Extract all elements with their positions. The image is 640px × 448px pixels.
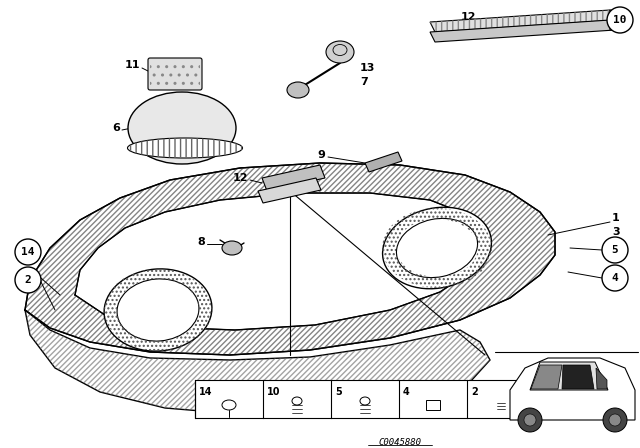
Ellipse shape xyxy=(104,269,212,351)
Text: 10: 10 xyxy=(613,15,627,25)
Text: 4: 4 xyxy=(403,387,410,397)
Polygon shape xyxy=(562,365,594,389)
Text: 5: 5 xyxy=(612,245,618,255)
Text: 14: 14 xyxy=(199,387,212,397)
Circle shape xyxy=(15,267,41,293)
Text: 10: 10 xyxy=(267,387,280,397)
Ellipse shape xyxy=(128,92,236,164)
Polygon shape xyxy=(530,362,608,390)
Ellipse shape xyxy=(127,138,243,158)
Text: 7: 7 xyxy=(360,77,368,87)
Text: 11: 11 xyxy=(125,60,140,70)
Text: 4: 4 xyxy=(612,273,618,283)
Text: 12: 12 xyxy=(460,12,476,22)
Ellipse shape xyxy=(383,207,492,289)
Circle shape xyxy=(602,237,628,263)
Polygon shape xyxy=(596,368,607,389)
Text: 6: 6 xyxy=(112,123,120,133)
Polygon shape xyxy=(510,358,635,420)
Bar xyxy=(426,400,440,410)
Text: 1: 1 xyxy=(612,213,620,223)
PathPatch shape xyxy=(25,163,555,355)
Circle shape xyxy=(603,408,627,432)
Polygon shape xyxy=(430,20,615,42)
Text: 12: 12 xyxy=(232,173,248,183)
Ellipse shape xyxy=(287,82,309,98)
Text: 2: 2 xyxy=(24,275,31,285)
Text: 5: 5 xyxy=(335,387,342,397)
Polygon shape xyxy=(430,10,615,32)
Polygon shape xyxy=(531,365,562,389)
Text: 13: 13 xyxy=(360,63,376,73)
Circle shape xyxy=(609,414,621,426)
Text: C0045880: C0045880 xyxy=(378,438,422,447)
Ellipse shape xyxy=(326,41,354,63)
Bar xyxy=(195,380,535,418)
Text: 2: 2 xyxy=(471,387,477,397)
FancyBboxPatch shape xyxy=(148,58,202,90)
Circle shape xyxy=(518,408,542,432)
Polygon shape xyxy=(365,152,402,172)
Polygon shape xyxy=(258,178,321,203)
Text: 14: 14 xyxy=(21,247,35,257)
Circle shape xyxy=(524,414,536,426)
Text: 9: 9 xyxy=(317,150,325,160)
Polygon shape xyxy=(610,10,625,32)
Polygon shape xyxy=(262,165,325,191)
Text: 3: 3 xyxy=(612,227,620,237)
Polygon shape xyxy=(25,310,490,415)
Circle shape xyxy=(607,7,633,33)
Ellipse shape xyxy=(222,241,242,255)
Circle shape xyxy=(15,239,41,265)
Circle shape xyxy=(602,265,628,291)
Text: 8: 8 xyxy=(197,237,205,247)
